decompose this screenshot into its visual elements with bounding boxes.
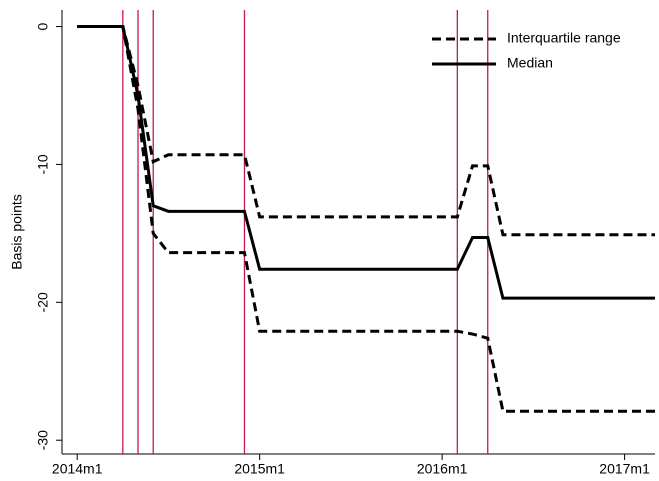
x-tick-label: 2016m1 [417,461,468,477]
legend-label: Interquartile range [507,30,621,46]
series-line [77,25,655,413]
series-line [77,25,655,300]
y-tick-label: 0 [35,22,51,30]
y-tick-label: -30 [35,430,51,450]
series-line [77,25,655,237]
y-tick-label: -20 [35,292,51,312]
x-tick-label: 2014m1 [52,461,103,477]
y-axis-label: Basis points [9,194,25,269]
x-tick-label: 2017m1 [599,461,650,477]
x-tick-label: 2015m1 [234,461,285,477]
legend-label: Median [507,55,553,71]
y-tick-label: -10 [35,154,51,174]
